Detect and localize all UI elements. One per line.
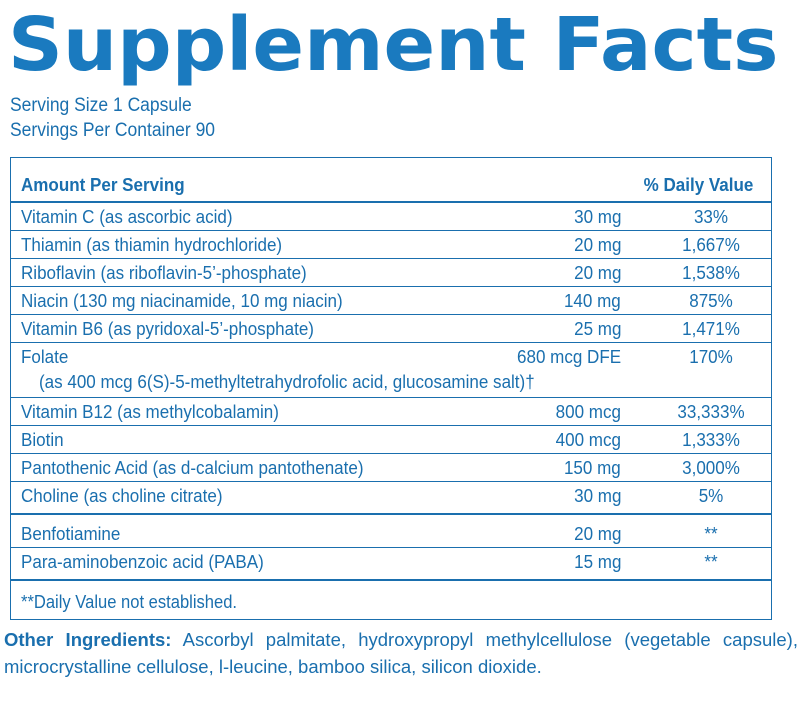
divider [11,230,771,231]
nutrient-name: Choline (as choline citrate) [21,485,223,506]
table-row: Para-aminobenzoic acid (PABA) 15 mg ** [11,548,771,575]
nutrient-name: Pantothenic Acid (as d-calcium pantothen… [21,457,364,478]
page-title: Supplement Facts [8,2,779,88]
table-row: Choline (as choline citrate) 30 mg 5% [11,482,771,509]
other-ingredients-text: Ascorbyl palmitate, hydroxypropyl methyl… [4,629,798,677]
servings-per-container: Servings Per Container 90 [10,120,216,141]
nutrient-amount: 20 mg [573,523,621,544]
table-row: Vitamin B6 (as pyridoxal-5’-phosphate) 2… [11,315,771,342]
nutrient-dv: 1,667% [682,234,740,255]
nutrient-name: Niacin (130 mg niacinamide, 10 mg niacin… [21,290,343,311]
table-row: Pantothenic Acid (as d-calcium pantothen… [11,454,771,481]
other-ingredients-label: Other Ingredients: [4,629,172,650]
nutrient-dv: 1,538% [682,262,740,283]
nutrient-amount: 400 mcg [555,429,621,450]
nutrient-name: Benfotiamine [21,523,121,544]
divider [11,286,771,287]
daily-value-label: % Daily Value [643,174,754,195]
nutrient-name: Vitamin C (as ascorbic acid) [21,206,233,227]
folate-detail: (as 400 mcg 6(S)-5-methyltetrahydrofolic… [39,371,535,392]
footnote: **Daily Value not established. [21,592,238,612]
table-row: Riboflavin (as riboflavin-5’-phosphate) … [11,259,771,286]
nutrient-amount: 680 mcg DFE [516,346,621,367]
table-header: Amount Per Serving % Daily Value [11,171,771,198]
nutrient-name: Folate [21,346,69,367]
divider [11,397,771,398]
table-row: Vitamin C (as ascorbic acid) 30 mg 33% [11,203,771,230]
nutrient-dv: 1,471% [682,318,740,339]
nutrient-amount: 20 mg [573,234,621,255]
table-row: Folate 680 mcg DFE 170% [11,343,771,370]
nutrient-amount: 15 mg [573,551,621,572]
nutrient-amount: 140 mg [564,290,621,311]
table-row: Biotin 400 mcg 1,333% [11,426,771,453]
serving-size: Serving Size 1 Capsule [10,95,192,116]
table-row: Thiamin (as thiamin hydrochloride) 20 mg… [11,231,771,258]
facts-table: Amount Per Serving % Daily Value Vitamin… [10,157,772,620]
nutrient-dv: ** [704,551,718,572]
nutrient-name: Vitamin B6 (as pyridoxal-5’-phosphate) [21,318,314,339]
divider [11,425,771,426]
nutrient-name: Thiamin (as thiamin hydrochloride) [21,234,283,255]
nutrient-amount: 30 mg [573,485,621,506]
divider [11,513,771,515]
divider [11,258,771,259]
nutrient-dv: ** [704,523,718,544]
nutrient-dv: 33% [693,206,729,227]
nutrient-name: Para-aminobenzoic acid (PABA) [21,551,264,572]
other-ingredients: Other Ingredients: Ascorbyl palmitate, h… [4,626,798,680]
divider [11,547,771,548]
divider [11,201,771,203]
nutrient-dv: 3,000% [682,457,740,478]
nutrient-amount: 150 mg [564,457,621,478]
nutrient-name: Vitamin B12 (as methylcobalamin) [21,401,279,422]
amount-per-serving-label: Amount Per Serving [21,174,185,195]
nutrient-amount: 20 mg [573,262,621,283]
table-row: Niacin (130 mg niacinamide, 10 mg niacin… [11,287,771,314]
table-row: Vitamin B12 (as methylcobalamin) 800 mcg… [11,398,771,425]
nutrient-dv: 170% [689,346,733,367]
divider [11,453,771,454]
nutrient-name: Biotin [21,429,64,450]
nutrient-dv: 33,333% [677,401,745,422]
nutrient-dv: 875% [689,290,733,311]
divider [11,481,771,482]
nutrient-name: Riboflavin (as riboflavin-5’-phosphate) [21,262,307,283]
nutrient-amount: 800 mcg [555,401,621,422]
divider [11,579,771,581]
divider [11,342,771,343]
divider [11,314,771,315]
nutrient-dv: 5% [698,485,724,506]
nutrient-amount: 30 mg [573,206,621,227]
nutrient-dv: 1,333% [682,429,740,450]
nutrient-amount: 25 mg [573,318,621,339]
table-row: Benfotiamine 20 mg ** [11,520,771,547]
